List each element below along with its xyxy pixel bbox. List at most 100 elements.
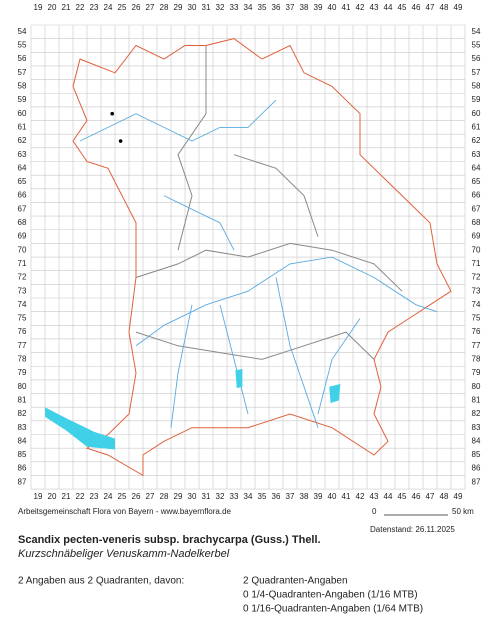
row-label: 57: [472, 68, 481, 77]
column-label: 46: [412, 3, 421, 12]
column-label: 49: [454, 3, 463, 12]
row-label: 80: [18, 382, 27, 391]
column-label: 35: [258, 3, 267, 12]
column-label: 23: [90, 3, 99, 12]
row-label: 58: [18, 82, 27, 91]
row-label: 75: [18, 314, 27, 323]
count: 0 1/16-Quadranten-Angaben (1/64 MTB): [243, 604, 423, 615]
row-label: 85: [18, 450, 27, 459]
row-label: 83: [18, 423, 27, 432]
column-label: 31: [202, 3, 211, 12]
lake: [329, 384, 341, 404]
row-label: 82: [472, 409, 481, 418]
grid: 19 19 20 20 21 21 22 22 23 23 24 24 25 25 26 26 27 27 28 28…: [18, 3, 481, 501]
column-label: 29: [174, 3, 183, 12]
column-label: 42: [356, 492, 365, 501]
column-label: 32: [216, 3, 225, 12]
record-dot: [118, 139, 123, 143]
column-label: 37: [286, 492, 295, 501]
column-label: 34: [244, 492, 253, 501]
row-label: 56: [472, 54, 481, 63]
column-label: 30: [188, 3, 197, 12]
column-label: 34: [244, 3, 253, 12]
river: [275, 277, 319, 428]
column-label: 23: [90, 492, 99, 501]
row-label: 65: [472, 177, 481, 186]
column-label: 35: [258, 492, 267, 501]
district-border: [135, 242, 403, 292]
column-label: 37: [286, 3, 295, 12]
row-label: 73: [472, 286, 481, 295]
column-label: 40: [328, 492, 337, 501]
column-label: 24: [104, 492, 113, 501]
row-label: 68: [472, 218, 481, 227]
row-label: 70: [472, 245, 481, 254]
row-label: 81: [18, 395, 27, 404]
row-label: 86: [18, 464, 27, 473]
row-label: 79: [472, 368, 481, 377]
lake: [235, 369, 243, 389]
row-label: 67: [18, 204, 27, 213]
row-label: 84: [18, 436, 27, 445]
river: [317, 318, 361, 415]
row-label: 60: [472, 109, 481, 118]
row-label: 71: [472, 259, 481, 268]
column-label: 38: [300, 492, 309, 501]
column-label: 20: [48, 492, 57, 501]
row-label: 76: [18, 327, 27, 336]
column-label: 25: [118, 3, 127, 12]
column-label: 22: [76, 3, 85, 12]
row-label: 82: [18, 409, 27, 418]
state-border: [72, 38, 452, 477]
column-label: 19: [34, 492, 43, 501]
row-label: 64: [472, 163, 481, 172]
row-label: 62: [472, 136, 481, 145]
column-label: 26: [132, 492, 141, 501]
column-label: 21: [62, 492, 71, 501]
column-label: 43: [370, 492, 379, 501]
column-label: 48: [440, 3, 449, 12]
column-label: 21: [62, 3, 71, 12]
river: [79, 99, 277, 142]
column-label: 31: [202, 492, 211, 501]
row-label: 64: [18, 163, 27, 172]
district-border: [135, 331, 375, 360]
row-label: 56: [18, 54, 27, 63]
column-label: 29: [174, 492, 183, 501]
row-label: 76: [472, 327, 481, 336]
row-label: 72: [472, 273, 481, 282]
row-label: 80: [472, 382, 481, 391]
row-label: 81: [472, 395, 481, 404]
column-label: 33: [230, 3, 239, 12]
row-label: 54: [472, 27, 481, 36]
row-label: 87: [472, 477, 481, 486]
row-label: 62: [18, 136, 27, 145]
row-label: 84: [472, 436, 481, 445]
column-label: 27: [146, 3, 155, 12]
column-label: 30: [188, 492, 197, 501]
column-label: 41: [342, 492, 351, 501]
row-label: 87: [18, 477, 27, 486]
row-label: 66: [18, 191, 27, 200]
column-label: 24: [104, 3, 113, 12]
column-label: 38: [300, 3, 309, 12]
row-label: 63: [18, 150, 27, 159]
row-label: 75: [472, 314, 481, 323]
row-label: 63: [472, 150, 481, 159]
column-label: 32: [216, 492, 225, 501]
column-label: 49: [454, 492, 463, 501]
column-label: 41: [342, 3, 351, 12]
row-label: 60: [18, 109, 27, 118]
column-label: 28: [160, 492, 169, 501]
column-label: 26: [132, 3, 141, 12]
column-label: 40: [328, 3, 337, 12]
column-label: 39: [314, 3, 323, 12]
column-label: 27: [146, 492, 155, 501]
scale-end: 50 km: [452, 507, 474, 516]
column-label: 36: [272, 3, 281, 12]
row-label: 79: [18, 368, 27, 377]
row-label: 78: [472, 355, 481, 364]
count: 2 Quadranten-Angaben: [243, 576, 348, 587]
district-border: [177, 45, 207, 251]
